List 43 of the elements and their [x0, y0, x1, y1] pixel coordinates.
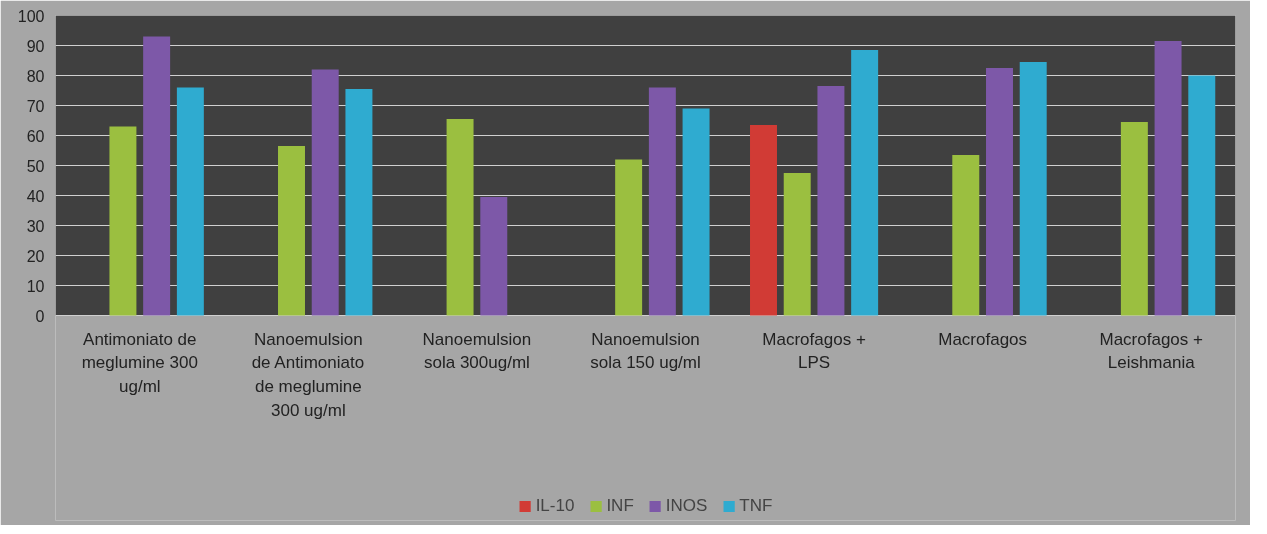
legend-label: IL-10 — [535, 496, 575, 516]
y-tick-label: 40 — [26, 187, 45, 205]
bar — [143, 36, 171, 316]
y-tick-label: 100 — [17, 7, 45, 25]
x-tick-label: Macrofagos + LPS — [762, 329, 866, 373]
bar — [783, 173, 811, 316]
bar — [345, 89, 373, 316]
bar — [952, 155, 980, 316]
bar — [986, 68, 1013, 316]
x-tick-label: Nanoemulsion sola 150 ug/ml — [590, 329, 701, 373]
y-tick-label: 30 — [26, 217, 45, 235]
legend-label: TNF — [739, 496, 773, 516]
bar — [851, 50, 879, 316]
y-tick-label: 60 — [26, 127, 45, 145]
x-tick-label: Antimoniato de meglumine 300 ug/ml — [81, 329, 198, 396]
bar — [109, 126, 137, 316]
legend-label: INF — [606, 496, 634, 516]
bar — [817, 86, 845, 316]
y-tick-label: 10 — [26, 277, 45, 295]
x-tick-label: Nanoemulsion de Antimoniato de meglumine 300 ug/ml — [251, 329, 365, 420]
bar — [615, 159, 643, 316]
bar — [446, 119, 474, 316]
bar — [682, 108, 710, 316]
y-tick-label: 50 — [26, 157, 45, 175]
bar — [480, 197, 508, 316]
bar — [750, 125, 777, 316]
bar — [176, 87, 204, 316]
y-tick-label: 90 — [26, 37, 45, 55]
y-tick-label: 0 — [35, 307, 45, 325]
x-tick-label: Nanoemulsion sola 300ug/ml — [422, 329, 532, 373]
legend-label: INOS — [665, 496, 708, 516]
bar — [1188, 75, 1216, 316]
bar — [311, 69, 339, 316]
y-tick-label: 70 — [26, 97, 45, 115]
bar — [1120, 122, 1148, 316]
x-tick-label: Macrofagos + Leishmania — [1099, 329, 1204, 373]
bar — [1019, 62, 1047, 316]
y-tick-label: 80 — [26, 67, 45, 85]
y-tick-label: 20 — [26, 247, 45, 265]
bar — [1154, 41, 1182, 316]
x-tick-label: Macrofagos — [938, 329, 1028, 349]
bar — [648, 87, 676, 316]
bar — [278, 146, 305, 316]
